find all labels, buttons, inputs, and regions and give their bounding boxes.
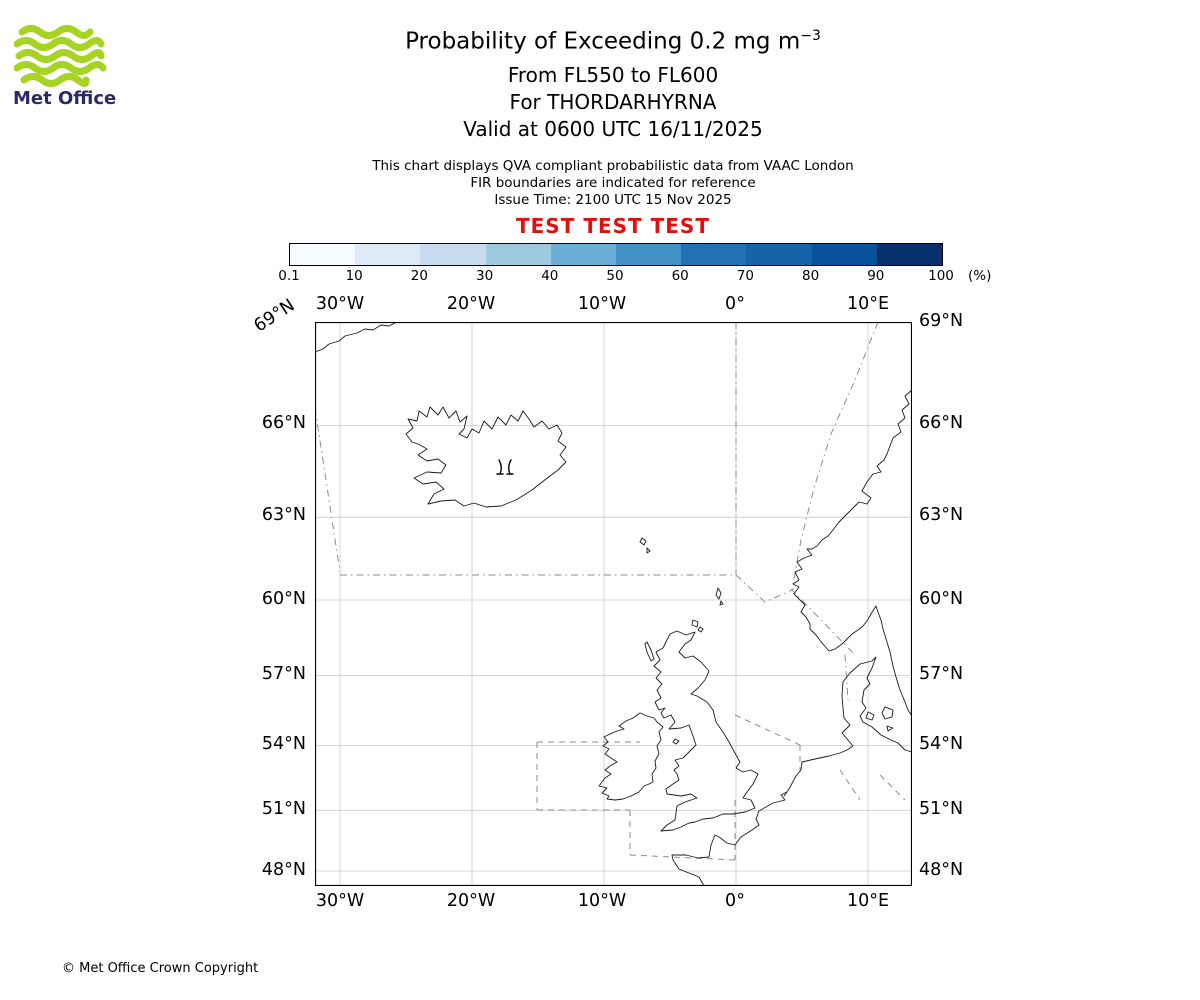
colorbar-segment: [550, 244, 617, 265]
colorbar-tick-label: 0.1: [278, 268, 300, 284]
colorbar-segment: [876, 244, 943, 265]
colorbar-segment: [355, 244, 421, 265]
logo-wave: [15, 49, 105, 63]
hebrides-coast: [644, 641, 655, 662]
subtitle-flight-levels: From FL550 to FL600: [507, 63, 719, 87]
fir-boundaries: [315, 322, 906, 861]
colorbar-tick-label: 50: [606, 268, 624, 284]
isle-of-man-coast: [672, 738, 680, 745]
latitude-label-right: 54°N: [919, 734, 964, 754]
latitude-label-right: 63°N: [919, 505, 964, 525]
longitude-label: 10°E: [846, 891, 890, 911]
colorbar-segment: [290, 244, 356, 265]
great-britain-coast: [653, 630, 759, 832]
logo-text: Met Office: [13, 88, 117, 109]
colorbar-tick-label: 20: [410, 268, 428, 284]
latitude-label-left: 54°N: [261, 734, 306, 754]
fir-copenhagen-boundary: [734, 714, 906, 801]
logo-wave: [18, 25, 94, 39]
longitude-label: 10°W: [577, 294, 627, 314]
fir-reykjavik-boundary: [315, 322, 737, 576]
map-plot: [315, 322, 912, 886]
orkney-coast: [691, 619, 704, 633]
met-office-logo-icon: [14, 25, 107, 87]
colorbar-tick-label: 40: [541, 268, 559, 284]
test-banner: TEST TEST TEST: [516, 214, 710, 238]
iceland-coast: [405, 406, 567, 508]
latitude-label-left: 63°N: [261, 505, 306, 525]
shetland-coast: [715, 587, 724, 606]
logo-wave: [20, 73, 90, 87]
latitude-label-right: 69°N: [919, 311, 964, 331]
page-title: Probability of Exceeding 0.2 mg m−3: [233, 28, 993, 55]
title-main: Probability of Exceeding 0.2 mg m: [405, 28, 801, 55]
logo-wave: [14, 37, 105, 51]
denmark-coast: [841, 656, 912, 753]
colorbar-tick-label: 30: [476, 268, 494, 284]
continental-europe-coast: [671, 724, 854, 886]
colorbar-segment: [811, 244, 877, 265]
longitude-label: 0°: [725, 891, 745, 911]
greenland-coast: [315, 322, 398, 353]
longitude-label: 10°W: [577, 891, 627, 911]
latitude-label-right: 51°N: [919, 799, 964, 819]
colorbar-tick-label: 100: [928, 268, 954, 284]
colorbar-unit: (%): [968, 268, 992, 284]
fir-shannon-london-boundary: [536, 741, 736, 861]
faroe-islands-coast: [639, 537, 651, 554]
longitude-label: 0°: [725, 294, 745, 314]
longitude-label: 20°W: [446, 891, 496, 911]
colorbar-segment: [746, 244, 812, 265]
latitude-label-left: 66°N: [261, 413, 306, 433]
note-qva: This chart displays QVA compliant probab…: [372, 158, 854, 174]
subtitle-volcano: For THORDARHYRNA: [509, 90, 717, 114]
latitude-label-left: 69°N: [250, 295, 299, 337]
longitude-label: 30°W: [315, 294, 365, 314]
colorbar-tick-label: 10: [345, 268, 363, 284]
logo-wave: [14, 61, 107, 75]
colorbar-tick-label: 80: [802, 268, 820, 284]
title-exponent: −3: [800, 28, 821, 44]
volcano-icon: [496, 459, 514, 475]
note-issue-time: Issue Time: 2100 UTC 15 Nov 2025: [494, 192, 732, 208]
colorbar: [289, 243, 943, 266]
latitude-label-left: 48°N: [261, 860, 306, 880]
colorbar-segment: [485, 244, 551, 265]
latitude-label-right: 60°N: [919, 589, 964, 609]
subtitle-valid-time: Valid at 0600 UTC 16/11/2025: [463, 117, 763, 141]
colorbar-tick-label: 60: [671, 268, 689, 284]
graticule: [315, 322, 912, 886]
colorbar-segment: [616, 244, 682, 265]
colorbar-tick-label: 70: [736, 268, 754, 284]
note-fir: FIR boundaries are indicated for referen…: [470, 175, 756, 191]
copyright-text: © Met Office Crown Copyright: [62, 961, 259, 976]
ireland-coast: [598, 712, 664, 801]
latitude-label-right: 48°N: [919, 860, 964, 880]
danish-islands-coast: [865, 706, 894, 732]
latitude-label-left: 57°N: [261, 664, 306, 684]
latitude-label-right: 57°N: [919, 664, 964, 684]
latitude-label-left: 60°N: [261, 589, 306, 609]
map-border: [315, 322, 912, 886]
norway-sweden-coast: [792, 389, 912, 717]
colorbar-segment: [681, 244, 747, 265]
latitude-label-right: 66°N: [919, 413, 964, 433]
coastlines: [315, 322, 912, 886]
longitude-label: 10°E: [846, 294, 890, 314]
latitude-label-left: 51°N: [261, 799, 306, 819]
colorbar-segment: [420, 244, 486, 265]
colorbar-tick-label: 90: [867, 268, 885, 284]
fir-northsea-junction: [735, 574, 793, 603]
longitude-label: 20°W: [446, 294, 496, 314]
longitude-label: 30°W: [315, 891, 365, 911]
fir-norway-boundary: [791, 322, 879, 701]
